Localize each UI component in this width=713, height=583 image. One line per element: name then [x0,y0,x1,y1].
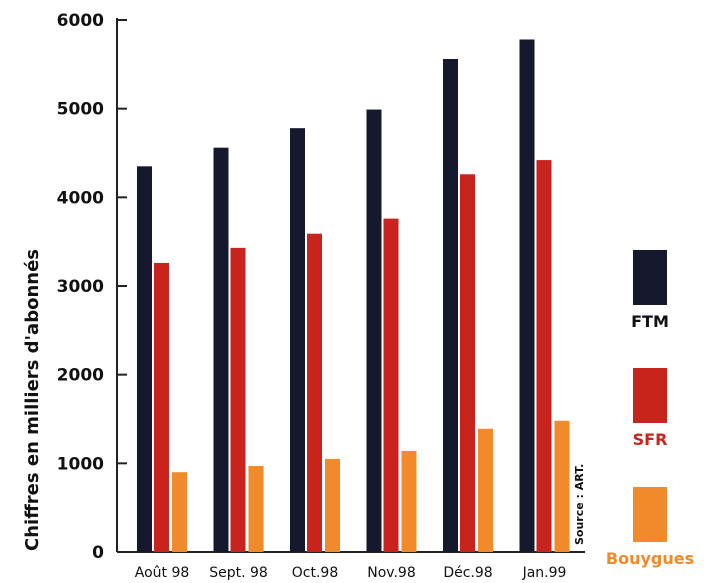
bar-sfr-6 [536,160,552,553]
y-tick-label: 0 [92,543,104,563]
bar-ftm-1 [137,166,152,553]
bar-ftm-2 [213,147,229,552]
bar-ftm-5 [443,59,458,552]
y-axis-label: Chiffres en milliers d'abonnés [22,249,43,551]
bar-bouygues-1 [172,472,187,552]
y-tick-label: 2000 [57,366,104,386]
x-category-label: Août 98 [135,565,190,581]
y-tick-label: 4000 [57,188,104,208]
x-axis-categories: Août 98 Sept. 98 Oct.98 Nov.98 Déc.98 Jan.99 [135,565,567,581]
legend: FTM SFR Bouygues [606,250,694,568]
bar-bouygues-6 [554,420,570,552]
bar-bouygues-5 [478,428,493,552]
x-category-label: Nov.98 [367,565,416,581]
legend-swatch-sfr [633,368,667,423]
bar-ftm-6 [519,39,535,553]
bar-sfr-5 [460,174,475,552]
x-category-label: Oct.98 [292,565,338,581]
bar-bouygues-4 [401,450,417,552]
y-tick-label: 1000 [57,454,104,474]
bar-sfr-1 [154,262,169,552]
y-tick-label: 5000 [57,100,104,120]
y-axis-ticks: 0 1000 2000 3000 4000 5000 6000 [57,11,127,563]
y-tick-label: 6000 [57,11,104,31]
x-category-label: Déc.98 [443,565,492,581]
bars [137,39,570,553]
bar-sfr-2 [230,247,246,552]
bar-bouygues-3 [325,458,340,552]
bar-bouygues-2 [248,465,264,552]
x-category-label: Sept. 98 [209,565,268,581]
bar-ftm-3 [290,128,305,552]
y-tick-label: 3000 [57,277,104,297]
legend-swatch-ftm [633,250,667,305]
bar-ftm-4 [366,109,382,552]
bar-sfr-4 [383,218,399,552]
bar-sfr-3 [307,233,322,553]
legend-label-ftm: FTM [631,312,669,331]
x-category-label: Jan.99 [522,565,567,581]
source-note: Source : ART. [573,464,586,545]
legend-swatch-bouygues [633,487,667,542]
legend-label-sfr: SFR [633,430,668,449]
legend-label-bouygues: Bouygues [606,549,694,568]
